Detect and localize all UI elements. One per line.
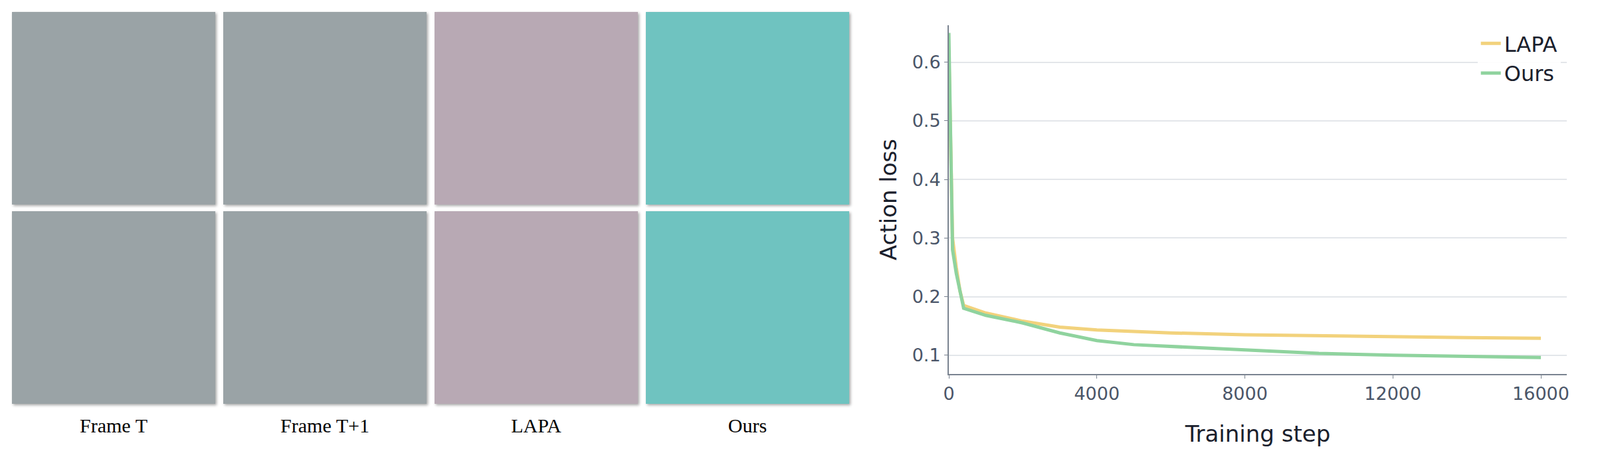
svg-text:0.2: 0.2 xyxy=(912,286,941,307)
svg-text:16000: 16000 xyxy=(1512,383,1570,404)
svg-text:12000: 12000 xyxy=(1364,383,1422,404)
html-text:Ours: Ours xyxy=(728,414,767,437)
svg-text:0.1: 0.1 xyxy=(912,344,941,366)
html-text:Frame T: Frame T xyxy=(79,414,148,437)
svg-text:4000: 4000 xyxy=(1073,383,1120,404)
svg-text:0: 0 xyxy=(942,383,955,404)
svg-text:LAPA: LAPA xyxy=(1504,31,1558,58)
svg-text:Ours: Ours xyxy=(1504,61,1555,87)
svg-text:8000: 8000 xyxy=(1221,383,1268,404)
svg-text:Training step: Training step xyxy=(1184,420,1331,448)
html-text:Frame T+1: Frame T+1 xyxy=(280,414,370,437)
html-text:LAPA: LAPA xyxy=(511,414,562,437)
svg-text:0.5: 0.5 xyxy=(912,110,941,131)
svg-text:Action loss: Action loss xyxy=(875,138,902,261)
svg-text:0.4: 0.4 xyxy=(912,169,941,191)
svg-text:0.6: 0.6 xyxy=(912,51,941,73)
svg-text:0.3: 0.3 xyxy=(912,227,941,249)
